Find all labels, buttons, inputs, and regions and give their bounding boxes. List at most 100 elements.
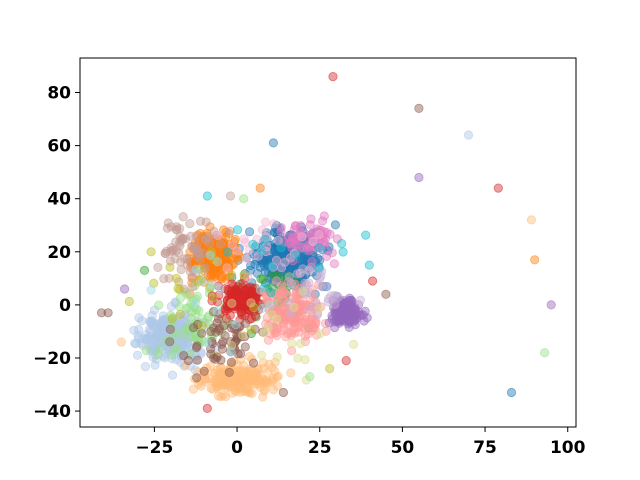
data-point-outlier	[116, 337, 126, 347]
data-point-outlier	[325, 363, 335, 374]
data-point	[315, 329, 325, 339]
data-point	[245, 388, 255, 398]
data-point	[244, 351, 255, 362]
data-point-outlier	[414, 103, 424, 114]
data-point-outlier	[268, 138, 278, 148]
data-point	[355, 295, 366, 305]
data-point	[348, 339, 359, 349]
data-point-outlier	[120, 284, 130, 294]
data-point-outlier	[414, 172, 424, 183]
data-point	[291, 250, 301, 260]
data-point	[175, 224, 185, 234]
data-point	[226, 357, 237, 367]
data-point	[191, 298, 201, 308]
data-point	[217, 339, 227, 349]
data-point	[278, 318, 288, 328]
data-point	[238, 330, 248, 340]
data-point	[197, 321, 207, 331]
data-point	[259, 363, 269, 373]
x-tick-label: 50	[391, 438, 415, 458]
data-point	[215, 239, 225, 249]
data-point	[185, 219, 195, 229]
y-tick-label: −20	[33, 349, 71, 369]
data-point	[212, 306, 222, 316]
data-point	[167, 370, 178, 380]
data-point	[237, 296, 247, 306]
data-point	[267, 261, 277, 271]
data-point	[176, 264, 186, 275]
data-point	[159, 274, 169, 284]
data-point	[124, 296, 134, 307]
data-point	[225, 226, 235, 236]
data-point	[191, 264, 201, 274]
data-point	[343, 316, 354, 326]
data-point-outlier	[239, 194, 249, 204]
data-point	[286, 328, 297, 338]
data-point	[291, 221, 301, 231]
data-point	[317, 216, 328, 226]
data-point	[266, 288, 276, 298]
data-point	[260, 234, 270, 244]
data-point	[314, 243, 324, 253]
data-point	[220, 331, 230, 341]
data-point	[285, 311, 295, 321]
data-point-outlier	[278, 387, 288, 398]
data-point-outlier	[341, 355, 351, 366]
data-point	[167, 314, 177, 324]
data-point	[178, 212, 188, 222]
data-point	[146, 285, 156, 295]
data-point	[255, 382, 265, 392]
data-point	[257, 303, 267, 313]
data-point	[222, 263, 232, 273]
data-point	[209, 323, 219, 333]
data-point	[303, 243, 314, 253]
data-point	[246, 325, 256, 335]
data-point	[154, 300, 164, 310]
data-point	[187, 272, 197, 282]
x-tick-label: 0	[231, 438, 243, 458]
data-point	[314, 230, 324, 240]
data-point	[183, 355, 193, 366]
data-point	[260, 217, 271, 227]
data-point	[149, 278, 159, 288]
data-point	[287, 233, 297, 243]
data-point	[257, 225, 267, 235]
data-point	[278, 294, 288, 304]
data-point	[129, 325, 139, 335]
data-point-outlier	[255, 183, 265, 193]
data-point	[165, 262, 175, 272]
data-point	[212, 257, 223, 267]
data-point	[224, 376, 234, 386]
data-point-outlier	[146, 247, 156, 257]
data-point	[209, 306, 219, 317]
data-point	[290, 323, 300, 333]
axes-frame	[79, 57, 577, 428]
data-point	[186, 231, 196, 241]
data-point	[227, 240, 237, 250]
data-point-outlier	[225, 191, 236, 201]
data-point	[289, 302, 299, 312]
data-point	[273, 371, 283, 381]
data-point	[231, 319, 241, 330]
data-point	[327, 248, 337, 258]
data-point	[182, 260, 192, 270]
data-point-outlier	[463, 130, 474, 140]
data-point	[236, 349, 246, 359]
data-point	[153, 262, 163, 272]
data-point	[166, 243, 177, 253]
data-point	[256, 245, 266, 255]
data-point	[297, 232, 307, 242]
data-point	[246, 260, 256, 271]
data-point	[162, 246, 172, 256]
data-point	[258, 392, 268, 402]
data-point	[170, 254, 180, 264]
data-point	[270, 366, 280, 376]
data-point	[276, 263, 287, 273]
data-point	[293, 302, 303, 312]
x-tick-label: 75	[473, 438, 497, 458]
data-point	[154, 344, 164, 354]
data-point	[267, 310, 277, 320]
data-point	[287, 338, 297, 349]
data-point	[268, 373, 279, 383]
data-point	[206, 247, 216, 257]
